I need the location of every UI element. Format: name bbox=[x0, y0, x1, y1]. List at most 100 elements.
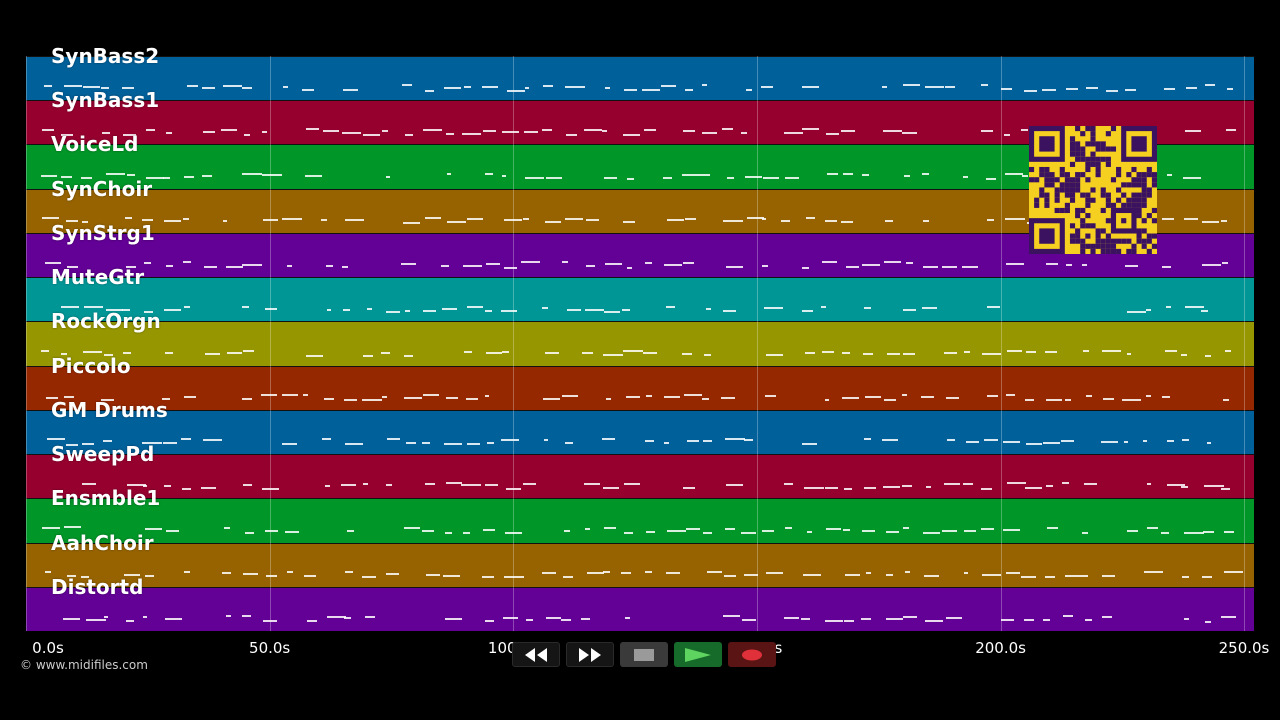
note bbox=[1042, 619, 1051, 622]
note bbox=[224, 526, 231, 529]
note bbox=[604, 177, 618, 180]
play-button[interactable] bbox=[674, 642, 722, 667]
note bbox=[825, 619, 844, 622]
note bbox=[1202, 531, 1215, 534]
note bbox=[726, 177, 735, 180]
note bbox=[885, 220, 893, 223]
note bbox=[61, 306, 80, 309]
copyright-text: © www.midifiles.com bbox=[20, 658, 148, 672]
note bbox=[343, 88, 358, 91]
track-synbass2: SynBass2 bbox=[26, 44, 1254, 101]
record-button[interactable] bbox=[728, 642, 776, 667]
note bbox=[741, 132, 747, 134]
note bbox=[463, 265, 482, 268]
note bbox=[603, 354, 624, 357]
note bbox=[722, 614, 741, 617]
note bbox=[684, 89, 693, 92]
note bbox=[922, 266, 938, 269]
note bbox=[501, 130, 519, 133]
note bbox=[845, 265, 859, 268]
note bbox=[521, 261, 541, 264]
note bbox=[1064, 574, 1081, 577]
note bbox=[122, 309, 131, 312]
note bbox=[963, 530, 977, 533]
note bbox=[1164, 349, 1177, 352]
note bbox=[803, 573, 822, 576]
note bbox=[981, 487, 992, 490]
note bbox=[446, 220, 467, 223]
stop-icon bbox=[634, 648, 654, 661]
note bbox=[261, 487, 280, 490]
note bbox=[306, 128, 319, 131]
track-aahchoir: AahChoir bbox=[26, 531, 1254, 587]
note bbox=[585, 219, 599, 222]
track-label: VoiceLd bbox=[51, 132, 139, 157]
note bbox=[566, 309, 581, 312]
stop-button[interactable] bbox=[620, 642, 668, 667]
note bbox=[1082, 531, 1088, 534]
note bbox=[1182, 575, 1189, 578]
play-icon bbox=[685, 647, 711, 662]
rewind-button[interactable] bbox=[512, 642, 560, 667]
note bbox=[686, 439, 700, 442]
note bbox=[944, 482, 961, 485]
note bbox=[486, 351, 503, 354]
note bbox=[1204, 484, 1224, 487]
note bbox=[603, 571, 611, 574]
note bbox=[644, 571, 652, 574]
note bbox=[543, 438, 548, 441]
note bbox=[723, 219, 743, 222]
note bbox=[203, 265, 217, 268]
note bbox=[1086, 86, 1099, 89]
note bbox=[102, 439, 112, 442]
note bbox=[806, 531, 813, 534]
note bbox=[486, 442, 494, 445]
note bbox=[682, 487, 696, 490]
note bbox=[723, 575, 736, 578]
note bbox=[1224, 571, 1244, 574]
note bbox=[824, 486, 838, 489]
note bbox=[946, 616, 963, 619]
note bbox=[81, 177, 92, 180]
note bbox=[621, 571, 632, 574]
note bbox=[826, 173, 839, 176]
note bbox=[221, 128, 238, 131]
note bbox=[1123, 440, 1128, 443]
note bbox=[841, 351, 850, 354]
note bbox=[903, 84, 920, 87]
note bbox=[902, 353, 915, 356]
note bbox=[863, 352, 873, 355]
note bbox=[986, 306, 1000, 309]
note bbox=[385, 311, 400, 314]
note bbox=[1161, 532, 1170, 535]
note bbox=[1004, 133, 1010, 136]
note bbox=[1025, 442, 1043, 445]
note bbox=[263, 219, 278, 222]
note bbox=[725, 266, 743, 269]
note bbox=[205, 353, 220, 356]
note bbox=[201, 175, 212, 178]
note bbox=[344, 442, 364, 445]
note bbox=[525, 176, 545, 179]
note bbox=[342, 266, 348, 269]
note bbox=[1003, 441, 1020, 444]
note bbox=[423, 310, 437, 312]
note bbox=[804, 486, 824, 489]
note bbox=[122, 352, 132, 355]
note bbox=[584, 308, 604, 311]
note bbox=[623, 350, 643, 353]
fast-forward-button[interactable] bbox=[566, 642, 614, 667]
note bbox=[1101, 615, 1113, 618]
note bbox=[522, 483, 537, 486]
note bbox=[866, 572, 872, 575]
note bbox=[545, 617, 562, 620]
note bbox=[404, 397, 423, 400]
track-label: AahChoir bbox=[51, 530, 154, 555]
note bbox=[1025, 399, 1034, 402]
note bbox=[883, 130, 903, 133]
note bbox=[241, 615, 252, 618]
note bbox=[444, 618, 462, 621]
note bbox=[326, 309, 331, 312]
note bbox=[745, 175, 763, 178]
track-label: SynBass1 bbox=[51, 88, 160, 113]
